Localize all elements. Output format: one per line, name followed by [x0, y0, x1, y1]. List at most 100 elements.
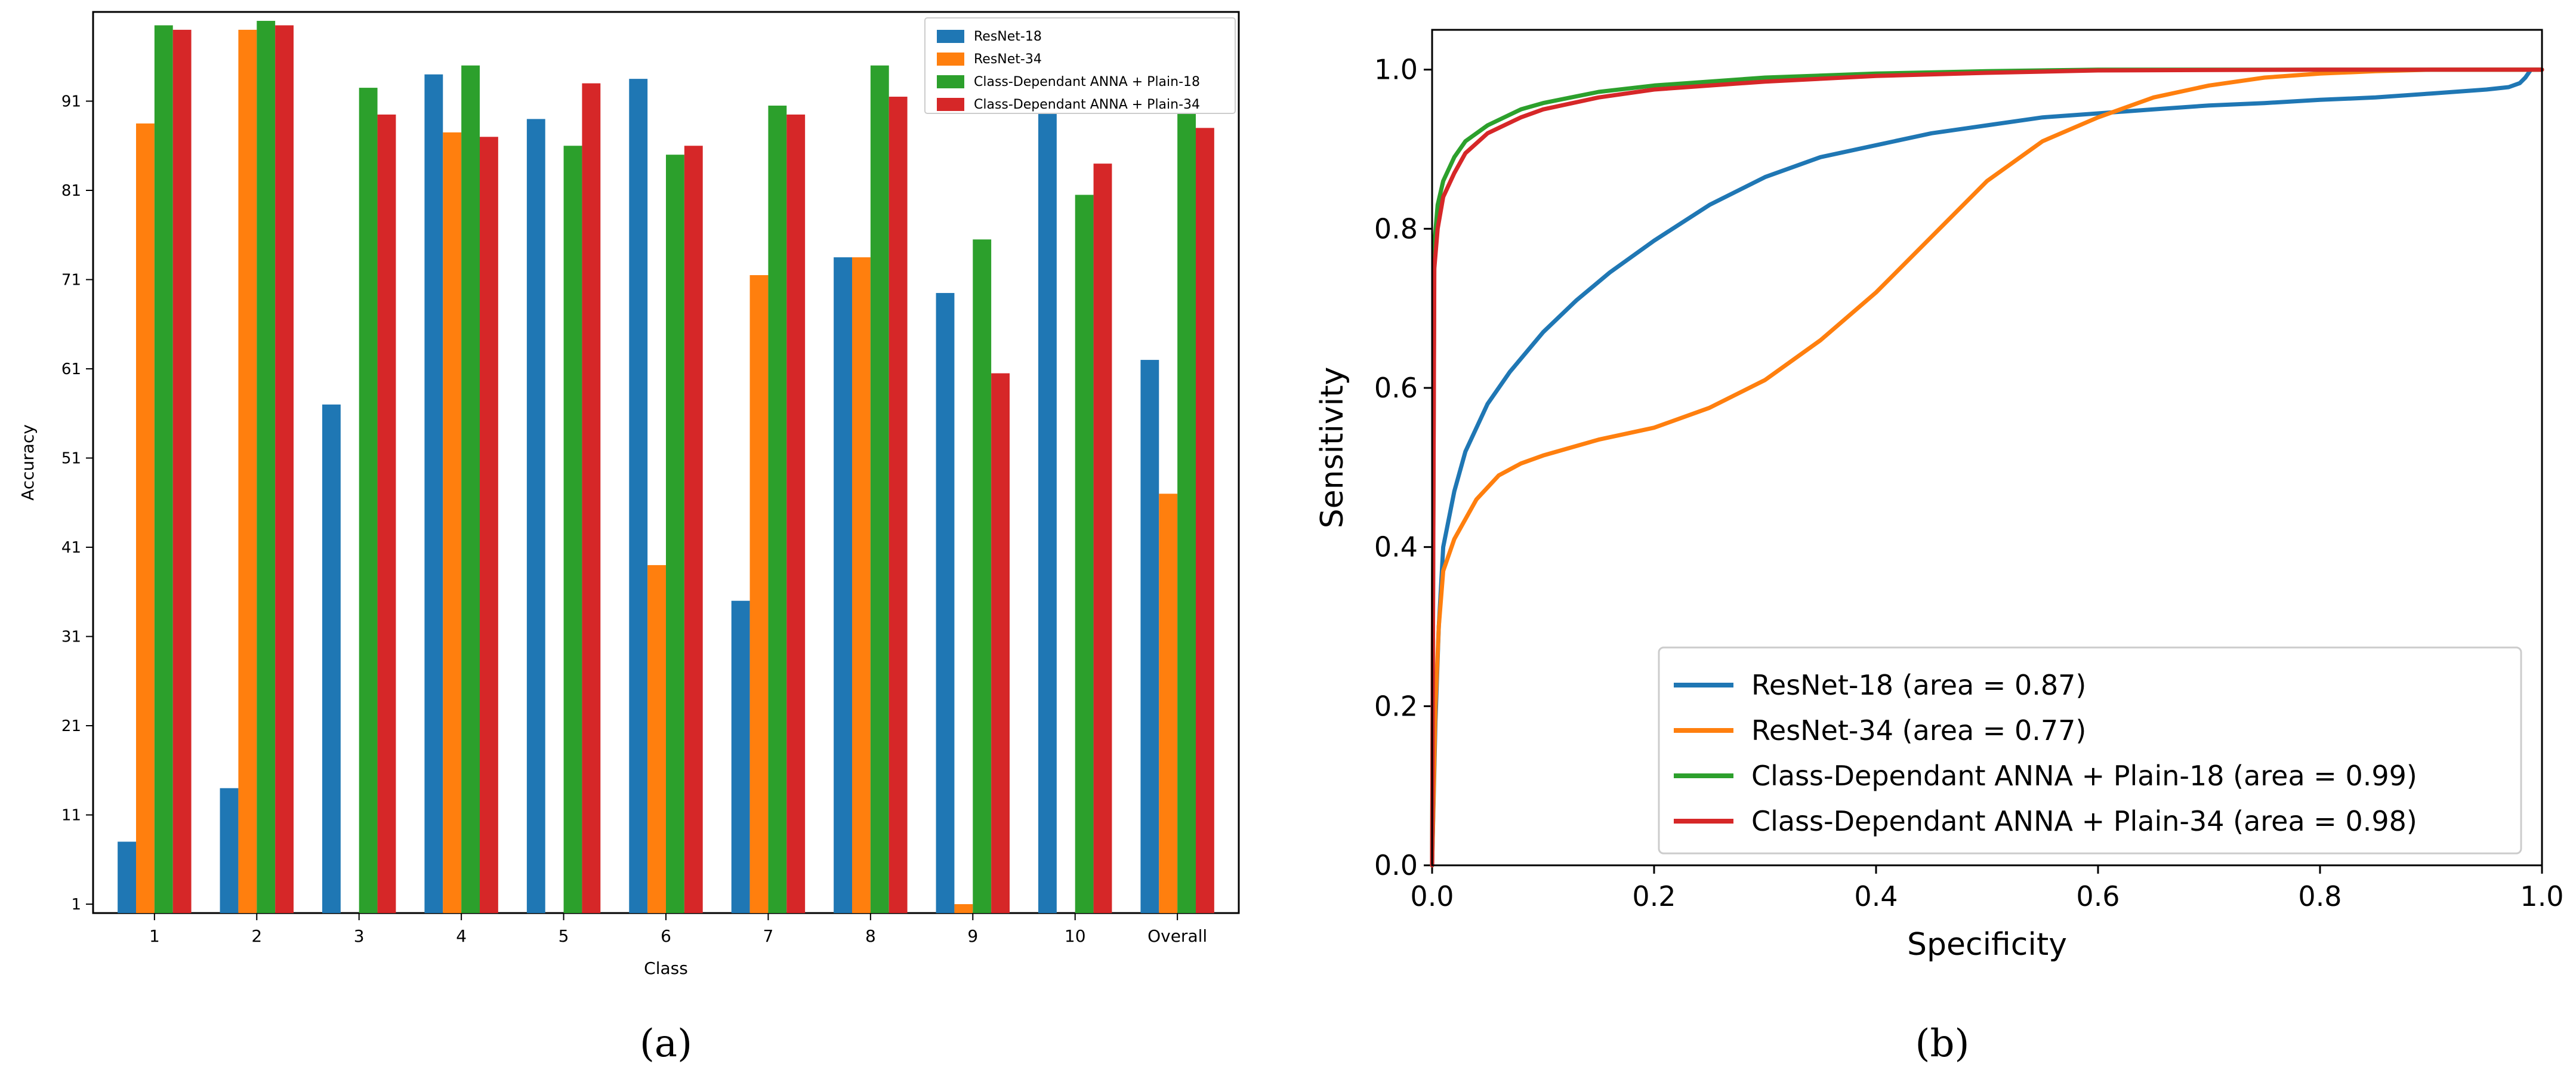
bar-xtick-label: 8 — [865, 926, 876, 946]
bar — [870, 65, 889, 913]
bar-xtick-label: 3 — [354, 926, 365, 946]
bar — [629, 79, 648, 914]
roc-chart-axes: 0.0 0.2 0.4 0.6 0.8 1.0 0.0 0.2 0.4 0.6 0.8 1.0 — [1374, 54, 2564, 912]
roc-curve — [1430, 67, 2544, 868]
bar — [991, 373, 1010, 913]
bar — [834, 257, 852, 913]
roc-legend-label: Class-Dependant ANNA + Plain-18 (area = … — [1751, 760, 2417, 792]
bar-chart-bars — [118, 20, 1214, 914]
bar — [1093, 164, 1112, 913]
bar — [786, 114, 806, 914]
roc-xtick-label: 1.0 — [2520, 880, 2563, 912]
bar — [275, 25, 294, 913]
roc-ytick-label: 0.0 — [1374, 849, 1418, 881]
bar — [954, 904, 973, 913]
roc-legend-label: Class-Dependant ANNA + Plain-34 (area = … — [1751, 805, 2417, 837]
panel-label-b: (b) — [1915, 1022, 1970, 1066]
bar-legend-label: Class-Dependant ANNA + Plain-34 — [974, 97, 1200, 112]
bar-xtick-label: Overall — [1147, 926, 1207, 946]
bar — [731, 600, 750, 913]
roc-xtick-label: 0.6 — [2076, 880, 2120, 912]
bar-chart-legend: ResNet-18 ResNet-34 Class-Dependant ANNA +… — [924, 17, 1236, 114]
roc-ytick-label: 0.6 — [1374, 372, 1418, 404]
roc-curve-chart: 0.0 0.2 0.4 0.6 0.8 1.0 0.0 0.2 0.4 0.6 0.8 1.0 Spe… — [1315, 29, 2564, 1066]
bar — [768, 105, 787, 913]
bar-legend-swatch — [937, 75, 964, 88]
roc-xtick-label: 0.4 — [1854, 880, 1898, 912]
bar — [666, 155, 684, 914]
bar — [443, 132, 462, 914]
bar-ytick-label: 91 — [61, 93, 81, 111]
bar — [172, 29, 192, 913]
roc-curve — [1430, 67, 2544, 868]
bar — [257, 20, 276, 914]
bar — [563, 146, 582, 913]
bar — [1075, 195, 1094, 914]
bar-xtick-label: 10 — [1065, 926, 1086, 946]
roc-ytick-label: 0.2 — [1374, 690, 1418, 722]
bar — [377, 114, 396, 914]
bar-xtick-label: 4 — [456, 926, 467, 946]
bar-ytick-label: 31 — [61, 628, 81, 646]
bar-xtick-label: 5 — [559, 926, 569, 946]
bar-legend-swatch — [937, 30, 964, 43]
bar-ytick-label: 41 — [61, 539, 81, 557]
bar-legend-swatch — [937, 53, 964, 66]
roc-ytick-label: 0.8 — [1374, 212, 1418, 245]
bar — [322, 404, 341, 913]
bar — [889, 97, 908, 914]
bar — [1177, 110, 1196, 913]
roc-legend-frame — [1658, 646, 2522, 855]
bar — [359, 88, 378, 913]
bar-legend-swatch — [937, 98, 964, 111]
bar — [582, 83, 601, 913]
roc-xtick-label: 0.0 — [1410, 880, 1454, 912]
bar-xtick-label: 1 — [149, 926, 160, 946]
roc-legend-label: ResNet-34 (area = 0.77) — [1751, 714, 2086, 747]
bar — [647, 565, 666, 913]
bar — [526, 119, 545, 913]
bar-ytick-label: 11 — [61, 807, 81, 825]
bar — [220, 788, 239, 913]
bar — [1140, 360, 1159, 913]
bar-legend-frame — [924, 17, 1236, 114]
roc-chart-legend: ResNet-18 (area = 0.87) ResNet-34 (area =… — [1658, 646, 2522, 855]
bar — [461, 65, 480, 913]
bar — [154, 25, 173, 913]
bar-ytick-label: 1 — [71, 896, 81, 914]
bar-ytick-label: 51 — [61, 450, 81, 468]
bar — [1196, 128, 1214, 913]
roc-curve — [1430, 67, 2544, 868]
bar-xtick-label: 2 — [251, 926, 262, 946]
bar-ytick-label: 81 — [61, 182, 81, 200]
roc-chart-frame — [1431, 29, 2543, 867]
bar — [973, 239, 992, 914]
bar — [1159, 494, 1178, 913]
bar — [118, 841, 136, 913]
bar-chart-xlabel: Class — [644, 958, 688, 978]
bar-xtick-label: 9 — [967, 926, 978, 946]
roc-xtick-label: 0.8 — [2298, 880, 2341, 912]
bar — [852, 257, 871, 913]
bar — [749, 275, 769, 914]
roc-chart-xlabel: Specificity — [1907, 927, 2067, 963]
bar-ytick-label: 71 — [61, 272, 81, 289]
bar — [136, 123, 155, 913]
bar — [1038, 83, 1057, 913]
bar-legend-label: Class-Dependant ANNA + Plain-18 — [974, 75, 1200, 90]
bar — [936, 292, 955, 914]
bar — [238, 29, 257, 913]
panel-label-a: (a) — [640, 1022, 692, 1066]
roc-ytick-label: 1.0 — [1374, 54, 1418, 86]
bar-legend-label: ResNet-34 — [974, 52, 1042, 67]
bar-ytick-label: 61 — [61, 360, 81, 378]
bar — [480, 137, 498, 914]
bar-legend-label: ResNet-18 — [974, 29, 1042, 44]
bar-ytick-label: 21 — [61, 717, 81, 735]
bar — [684, 146, 703, 913]
roc-legend-label: ResNet-18 (area = 0.87) — [1751, 669, 2086, 701]
bar-xtick-label: 7 — [763, 926, 774, 946]
